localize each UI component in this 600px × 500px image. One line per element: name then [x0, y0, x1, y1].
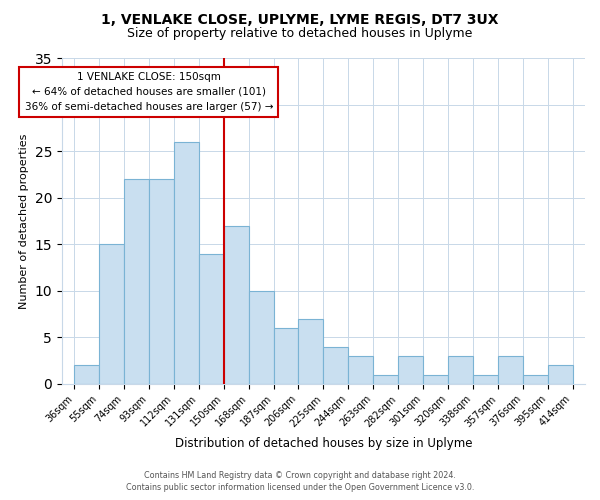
Bar — [124, 179, 149, 384]
Bar — [298, 319, 323, 384]
Bar — [398, 356, 423, 384]
Bar — [199, 254, 224, 384]
Bar — [99, 244, 124, 384]
Bar — [174, 142, 199, 384]
Bar — [224, 226, 248, 384]
Y-axis label: Number of detached properties: Number of detached properties — [19, 134, 29, 308]
Bar — [248, 291, 274, 384]
Bar — [548, 366, 572, 384]
Bar — [523, 374, 548, 384]
Text: 1 VENLAKE CLOSE: 150sqm
← 64% of detached houses are smaller (101)
36% of semi-d: 1 VENLAKE CLOSE: 150sqm ← 64% of detache… — [25, 72, 273, 112]
X-axis label: Distribution of detached houses by size in Uplyme: Distribution of detached houses by size … — [175, 437, 472, 450]
Text: Size of property relative to detached houses in Uplyme: Size of property relative to detached ho… — [127, 28, 473, 40]
Text: 1, VENLAKE CLOSE, UPLYME, LYME REGIS, DT7 3UX: 1, VENLAKE CLOSE, UPLYME, LYME REGIS, DT… — [101, 12, 499, 26]
Bar — [473, 374, 498, 384]
Bar — [498, 356, 523, 384]
Bar — [373, 374, 398, 384]
Bar — [448, 356, 473, 384]
Bar — [274, 328, 298, 384]
Bar — [323, 346, 348, 384]
Text: Contains HM Land Registry data © Crown copyright and database right 2024.
Contai: Contains HM Land Registry data © Crown c… — [126, 471, 474, 492]
Bar — [74, 366, 99, 384]
Bar — [348, 356, 373, 384]
Bar — [149, 179, 174, 384]
Bar — [423, 374, 448, 384]
